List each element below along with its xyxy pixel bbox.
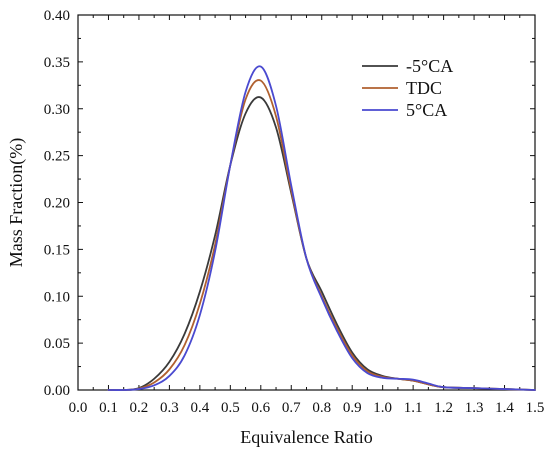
series-layer	[107, 65, 536, 392]
legend-label: TDC	[406, 78, 442, 98]
x-tick-label: 0.7	[282, 400, 301, 416]
x-axis-label: Equivalence Ratio	[240, 427, 372, 447]
x-tick-label: 1.1	[404, 400, 423, 416]
x-tick-label: 1.4	[495, 400, 514, 416]
y-tick-label: 0.05	[44, 336, 70, 352]
x-tick-label: 0.4	[190, 400, 209, 416]
plot-frame-border	[77, 14, 536, 391]
x-tick-label: 1.5	[526, 400, 545, 416]
y-tick-label: 0.10	[44, 289, 70, 305]
y-tick-label: 0.40	[44, 8, 70, 24]
legend-label: -5°CA	[406, 56, 453, 76]
x-tick-label: 0.6	[251, 400, 270, 416]
plot-frame	[77, 14, 536, 391]
y-tick-label: 0.20	[44, 196, 70, 212]
y-tick-label: 0.35	[44, 55, 70, 71]
x-tick-label: 0.0	[69, 400, 88, 416]
series-line-3	[107, 65, 536, 391]
y-axis-label: Mass Fraction(%)	[6, 138, 27, 267]
x-tick-label: 0.5	[221, 400, 240, 416]
series-line-1	[107, 96, 536, 392]
x-tick-label: 0.8	[312, 400, 331, 416]
x-tick-label: 1.3	[465, 400, 484, 416]
x-axis: 0.0 0.1 0.2 0.3 0.4 0.5 0.6 0.7 0.8 0.9 1.0 1.1 1.2 1…	[69, 15, 545, 416]
series-line-2	[107, 79, 536, 392]
legend-label: 5°CA	[406, 100, 447, 120]
x-tick-label: 0.1	[99, 400, 118, 416]
y-tick-label: 0.25	[44, 149, 70, 165]
x-tick-label: 1.0	[373, 400, 392, 416]
x-tick-label: 0.2	[130, 400, 149, 416]
y-tick-label: 0.00	[44, 383, 70, 399]
y-tick-label: 0.30	[44, 102, 70, 118]
x-tick-label: 0.3	[160, 400, 179, 416]
x-tick-label: 1.2	[434, 400, 453, 416]
y-tick-label: 0.15	[44, 242, 70, 258]
x-tick-label: 0.9	[343, 400, 362, 416]
y-axis: 0.00 0.05 0.10 0.15 0.20 0.25 0.30 0.35 0.40	[44, 8, 535, 399]
